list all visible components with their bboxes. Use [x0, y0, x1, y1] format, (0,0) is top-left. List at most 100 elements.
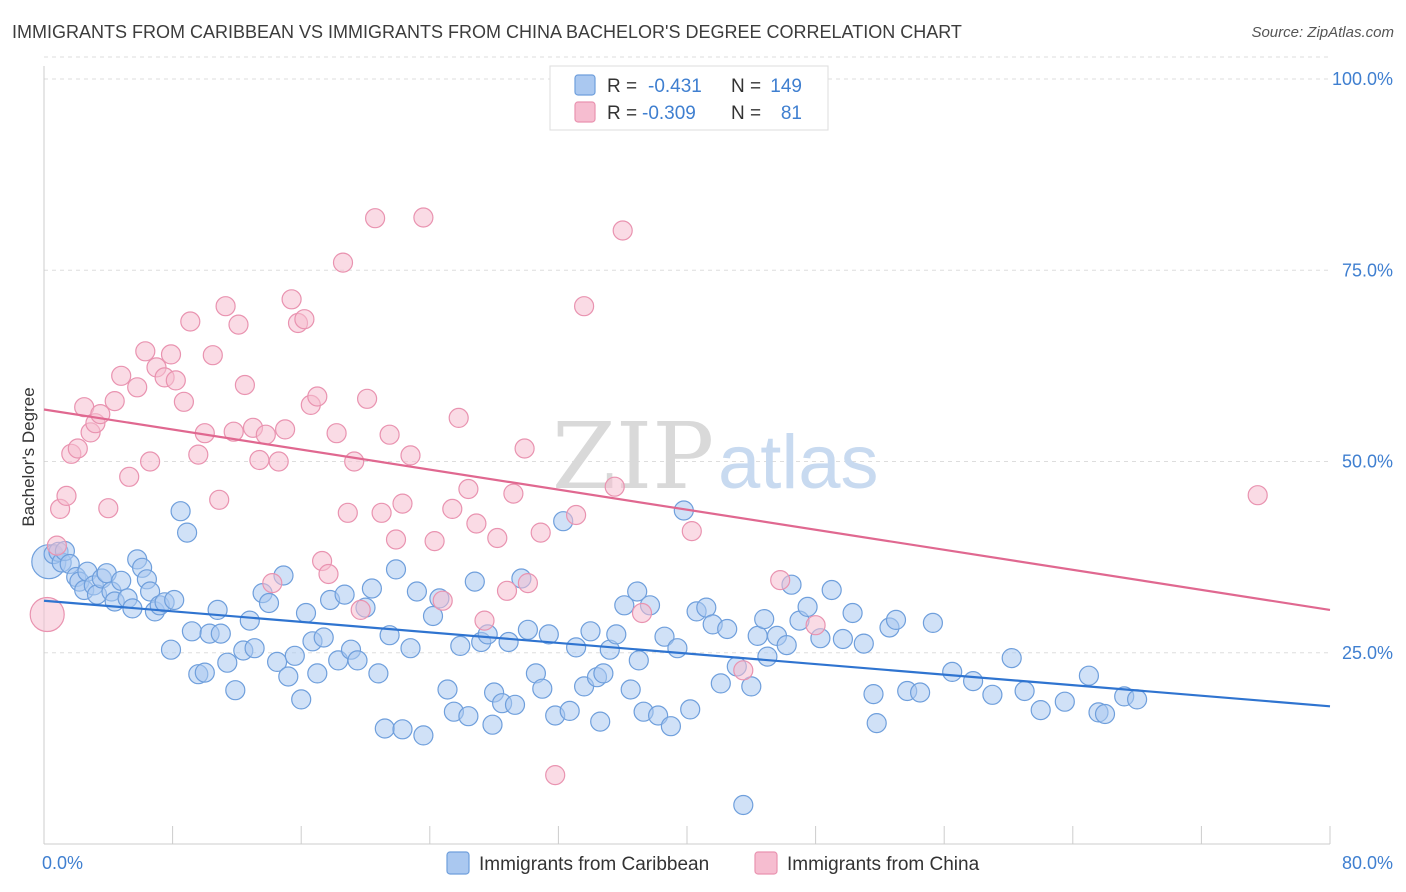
point-china-32 [249, 449, 270, 471]
point-caribbean-59 [368, 663, 389, 684]
point-china-60 [448, 407, 469, 428]
point-caribbean-73 [464, 571, 485, 592]
legend-swatch-caribbean [574, 74, 596, 96]
point-caribbean-66 [413, 725, 434, 746]
point-caribbean-113 [741, 676, 762, 697]
point-caribbean-145 [757, 646, 778, 667]
point-caribbean-102 [660, 716, 682, 737]
correlation-legend: R = -0.431 N = 149 R = -0.309 N = 81 [549, 65, 829, 131]
point-caribbean-107 [696, 597, 717, 618]
point-caribbean-112 [733, 794, 754, 816]
point-caribbean-56 [347, 650, 368, 671]
point-china-80 [1247, 485, 1268, 506]
point-caribbean-26 [160, 639, 182, 660]
point-caribbean-97 [627, 581, 648, 602]
point-caribbean-22 [140, 581, 161, 602]
point-china-33 [255, 424, 276, 445]
scatter-points [29, 207, 1268, 816]
point-caribbean-143 [1126, 689, 1148, 710]
point-caribbean-37 [225, 680, 246, 701]
point-caribbean-47 [291, 689, 312, 710]
point-china-16 [140, 451, 161, 472]
point-china-25 [202, 345, 223, 366]
point-caribbean-39 [239, 610, 260, 631]
point-caribbean-115 [754, 608, 775, 630]
trend-lines [43, 408, 1331, 708]
point-china-79 [805, 615, 826, 636]
point-china-73 [604, 476, 625, 497]
point-caribbean-43 [267, 651, 288, 673]
point-china-29 [228, 314, 249, 335]
point-caribbean-71 [450, 635, 471, 657]
point-caribbean-65 [406, 581, 427, 602]
legend-bottom-swatch-caribbean [446, 851, 470, 875]
point-china-43 [318, 563, 339, 585]
point-caribbean-51 [313, 627, 334, 648]
point-china-68 [517, 572, 539, 594]
point-china-62 [466, 513, 487, 534]
point-caribbean-136 [1014, 680, 1035, 702]
point-caribbean-147 [482, 714, 503, 735]
point-china-15 [135, 341, 156, 362]
trend-line-china [43, 408, 1331, 611]
point-china-49 [357, 388, 378, 409]
point-china-35 [268, 451, 289, 472]
point-caribbean-120 [797, 596, 818, 618]
point-caribbean-78 [498, 631, 519, 653]
legend-swatch-china [574, 101, 596, 123]
legend-r-label-2: R = [607, 103, 637, 124]
point-china-22 [180, 311, 201, 332]
point-china-70 [545, 764, 566, 786]
point-caribbean-137 [1030, 699, 1051, 721]
point-china-77 [733, 660, 754, 681]
point-caribbean-67 [422, 605, 444, 627]
x-tick-label-0: 0.0% [42, 853, 83, 873]
point-caribbean-105 [680, 699, 701, 720]
point-caribbean-94 [606, 624, 627, 645]
legend-bottom-china: Immigrants from China [787, 854, 980, 875]
point-china-34 [262, 572, 283, 594]
point-china-63 [474, 610, 495, 631]
legend-box [549, 65, 829, 131]
y-axis-title: Bachelor's Degree [19, 387, 38, 526]
legend-n-label-2: N = [731, 103, 761, 124]
point-china-20 [165, 370, 186, 391]
axes [43, 66, 1331, 845]
point-china-13 [119, 466, 140, 487]
point-caribbean-50 [307, 663, 328, 684]
point-china-45 [332, 252, 354, 273]
y-tick-label-1: 50.0% [1342, 452, 1393, 472]
point-caribbean-48 [295, 602, 317, 624]
point-caribbean-64 [400, 638, 421, 659]
point-caribbean-46 [284, 645, 305, 666]
watermark-zip: ZIP [552, 403, 714, 510]
point-caribbean-27 [164, 589, 185, 611]
watermark-atlas: atlas [718, 420, 879, 505]
point-caribbean-58 [361, 578, 382, 599]
point-china-65 [496, 580, 518, 601]
point-china-3 [56, 485, 77, 506]
trend-line-caribbean [43, 599, 1331, 708]
point-caribbean-130 [909, 682, 931, 703]
point-china-67 [514, 438, 535, 459]
point-china-12 [111, 365, 132, 386]
point-china-37 [281, 289, 302, 310]
point-caribbean-125 [853, 633, 874, 654]
point-caribbean-110 [717, 618, 738, 640]
point-china-59 [442, 498, 463, 519]
point-china-78 [770, 569, 791, 591]
point-caribbean-109 [710, 673, 731, 694]
chart-title: IMMIGRANTS FROM CARIBBEAN VS IMMIGRANTS … [12, 22, 962, 42]
point-caribbean-132 [942, 661, 963, 683]
point-china-41 [307, 386, 328, 407]
point-caribbean-54 [334, 584, 355, 605]
point-caribbean-96 [620, 679, 641, 700]
series-legend: Immigrants from Caribbean Immigrants fro… [446, 851, 980, 875]
point-china-28 [223, 421, 244, 442]
point-caribbean-83 [532, 678, 553, 699]
point-caribbean-62 [385, 559, 407, 580]
point-caribbean-45 [278, 666, 299, 687]
point-caribbean-36 [217, 652, 238, 673]
point-caribbean-114 [747, 625, 768, 647]
point-caribbean-88 [565, 637, 587, 658]
